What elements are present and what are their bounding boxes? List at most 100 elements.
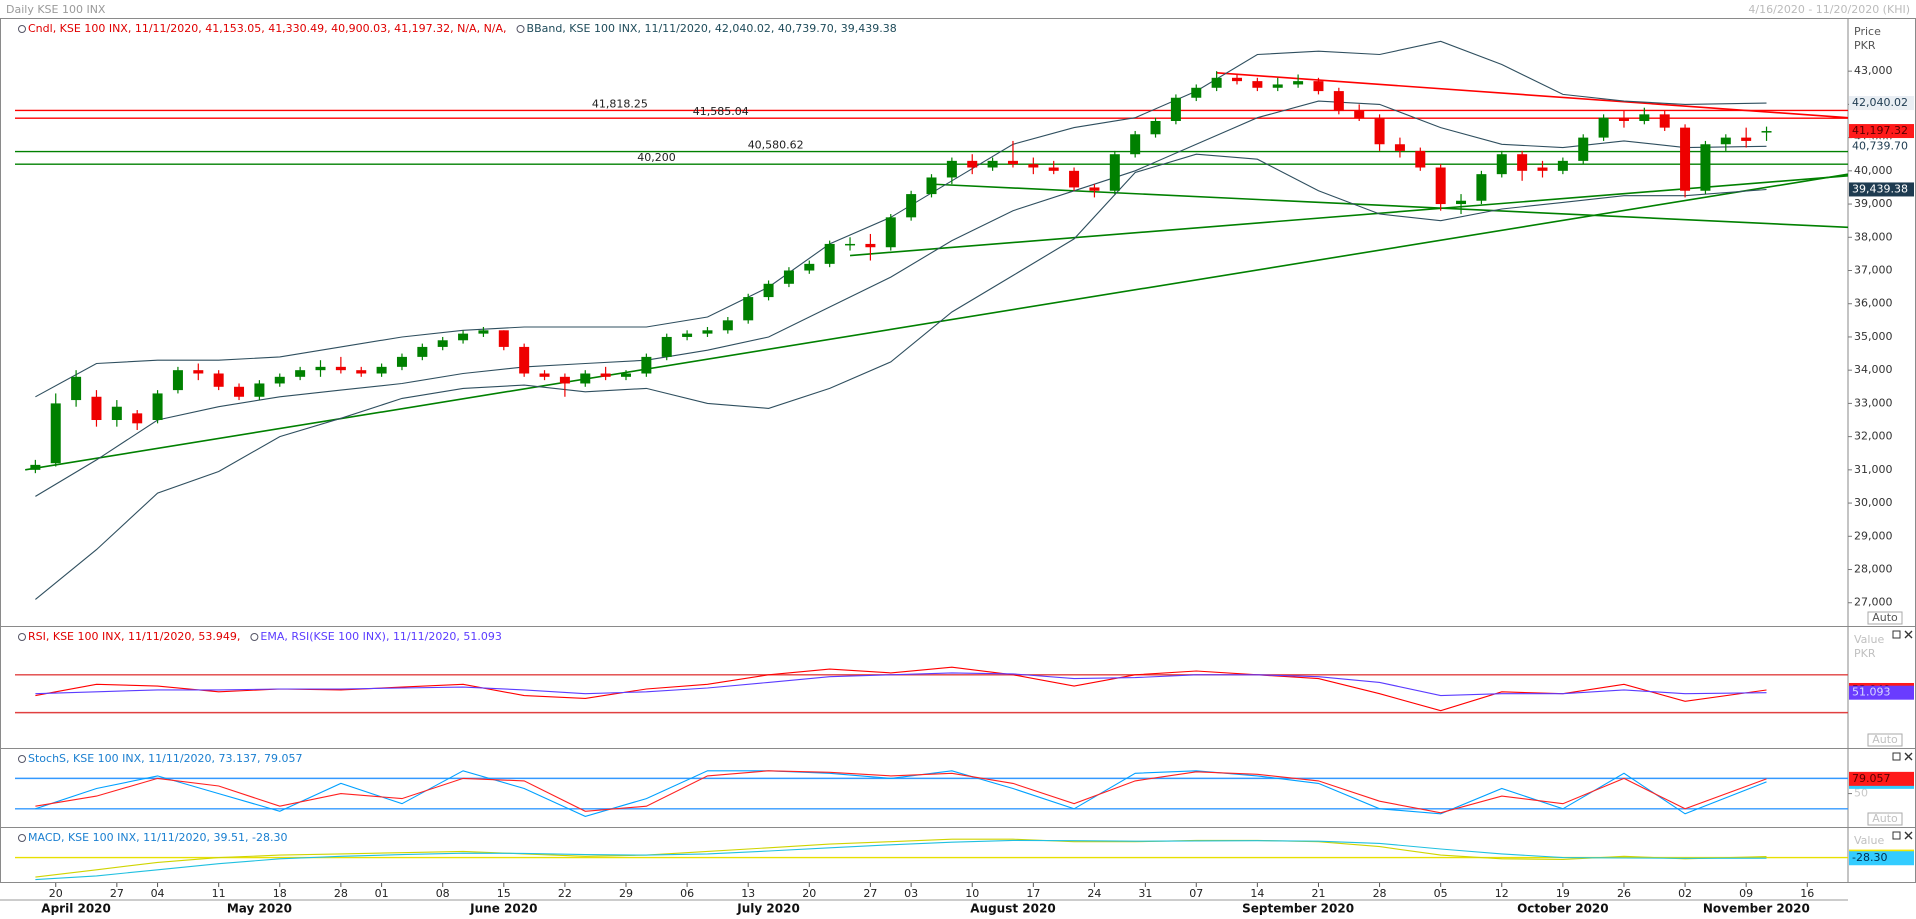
- candle-body: [539, 373, 550, 377]
- axis-label: Price: [1854, 25, 1881, 38]
- scale-button[interactable]: Auto: [1872, 733, 1898, 746]
- x-tick-label: 15: [497, 887, 511, 900]
- x-tick-label: 20: [802, 887, 816, 900]
- candle-body: [1415, 150, 1426, 168]
- legend-entry: StochS, KSE 100 INX, 11/11/2020, 73.137,…: [28, 752, 303, 765]
- candle-body: [722, 320, 733, 331]
- maximize-icon[interactable]: [1892, 831, 1901, 840]
- candle-body: [1680, 127, 1691, 191]
- indicator-line: [35, 100, 1767, 497]
- candle-body: [1517, 154, 1528, 171]
- scale-button-bg: [1867, 611, 1903, 625]
- value-tag-bg: [1849, 182, 1914, 197]
- x-tick-label: 17: [1026, 887, 1040, 900]
- legend-icon: [18, 633, 26, 641]
- candle-body: [1639, 114, 1650, 121]
- scale-button[interactable]: Auto: [1872, 812, 1898, 825]
- y-tick-label: 39,000: [1854, 197, 1893, 210]
- candle-body: [743, 297, 754, 321]
- x-tick-label: 19: [1556, 887, 1570, 900]
- y-tick-label: 50: [1854, 787, 1868, 800]
- indicator-line: [35, 672, 1767, 697]
- candle-body: [1761, 131, 1772, 133]
- value-tag: -28.30: [1852, 851, 1887, 864]
- y-tick-label: 32,000: [1854, 430, 1893, 443]
- legend-icon: [18, 25, 26, 33]
- candle-body: [335, 366, 346, 371]
- close-icon[interactable]: [1904, 630, 1913, 639]
- value-tag-bg: [1849, 139, 1914, 154]
- month-label: April 2020: [41, 902, 111, 916]
- close-icon[interactable]: [1904, 831, 1913, 840]
- candle-body: [1109, 154, 1120, 191]
- candle-body: [152, 393, 163, 421]
- candle-body: [172, 370, 183, 391]
- candle-body: [193, 370, 204, 374]
- month-label: September 2020: [1242, 902, 1354, 916]
- candle-body: [1537, 167, 1548, 171]
- candle-body: [865, 243, 876, 248]
- candle-body: [1435, 167, 1446, 205]
- maximize-icon[interactable]: [1892, 752, 1901, 761]
- candle-body: [376, 366, 387, 374]
- candle-body: [1293, 81, 1304, 85]
- legend-entry: RSI, KSE 100 INX, 11/11/2020, 53.949,: [28, 630, 240, 643]
- indicator-line: [35, 770, 1767, 814]
- maximize-icon[interactable]: [1892, 630, 1901, 639]
- y-tick-label: 38,000: [1854, 230, 1893, 243]
- x-tick-label: 29: [619, 887, 633, 900]
- candle-body: [1048, 167, 1059, 171]
- candle-body: [1700, 144, 1711, 191]
- x-tick-label: 09: [1739, 887, 1753, 900]
- month-label: November 2020: [1703, 902, 1810, 916]
- y-tick-label: 28,000: [1854, 563, 1893, 576]
- candle-body: [1089, 187, 1100, 191]
- candle-body: [295, 370, 306, 377]
- legend-entry: EMA, RSI(KSE 100 INX), 11/11/2020, 51.09…: [260, 630, 501, 643]
- x-tick-label: 18: [273, 887, 287, 900]
- candle-body: [1150, 120, 1161, 135]
- candle-body: [804, 263, 815, 271]
- candle-body: [946, 160, 957, 178]
- candle-body: [417, 346, 428, 357]
- candle-body: [1313, 81, 1324, 92]
- candle-body: [967, 160, 978, 168]
- trend-line: [25, 173, 1848, 471]
- window-title: Daily KSE 100 INX: [6, 3, 106, 16]
- scale-button[interactable]: Auto: [1872, 611, 1898, 624]
- candle-body: [234, 386, 245, 397]
- x-tick-label: 04: [151, 887, 165, 900]
- x-tick-label: 27: [863, 887, 877, 900]
- date-range: 4/16/2020 - 11/20/2020 (KHI): [1748, 3, 1910, 16]
- y-tick-label: 35,000: [1854, 330, 1893, 343]
- y-tick-label: 29,000: [1854, 529, 1893, 542]
- y-tick-label: 40,000: [1854, 164, 1893, 177]
- x-tick-label: 26: [1617, 887, 1631, 900]
- y-tick-label: 36,000: [1854, 297, 1893, 310]
- x-tick-label: 28: [1373, 887, 1387, 900]
- candle-body: [315, 366, 326, 371]
- candle-body: [661, 336, 672, 357]
- x-tick-label: 11: [212, 887, 226, 900]
- candle-body: [1211, 77, 1222, 88]
- value-tag: 40,739.70: [1852, 139, 1908, 152]
- candle-body: [600, 373, 611, 377]
- plot-area: [15, 838, 1848, 881]
- y-tick-label: 34,000: [1854, 363, 1893, 376]
- legend-entry: MACD, KSE 100 INX, 11/11/2020, 39.51, -2…: [28, 831, 287, 844]
- candle-body: [885, 217, 896, 248]
- candle-body: [50, 403, 61, 464]
- candle-body: [1130, 134, 1141, 155]
- close-icon[interactable]: [1904, 752, 1913, 761]
- value-tag-bg: [1849, 851, 1914, 866]
- scale-button-bg: [1867, 733, 1903, 747]
- candle-body: [498, 330, 509, 347]
- trend-line: [931, 183, 1848, 229]
- x-tick-label: 20: [49, 887, 63, 900]
- x-tick-label: 21: [1311, 887, 1325, 900]
- candle-body: [1252, 81, 1263, 88]
- horizontal-line-label: 41,818.25: [592, 97, 648, 110]
- indicator-line: [35, 666, 1767, 712]
